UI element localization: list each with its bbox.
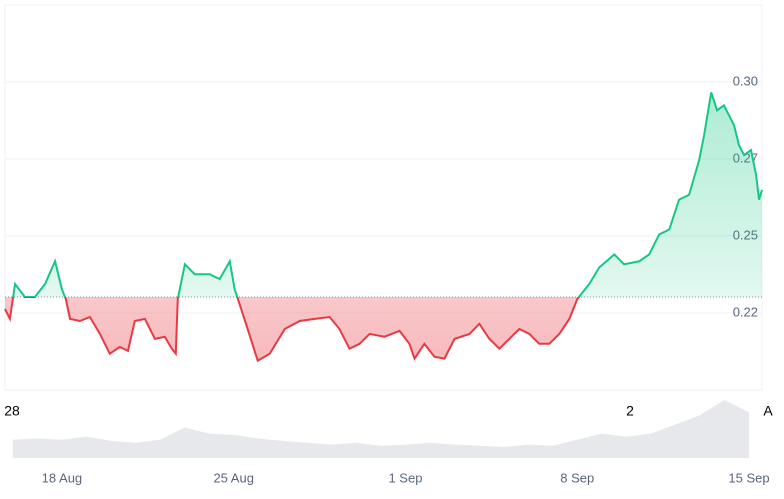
volume-area <box>12 400 749 458</box>
x-tick-label: 8 Sep <box>560 470 594 485</box>
x-tick-label: 15 Sep <box>728 470 769 485</box>
y-tick-label: 0.22 <box>733 304 758 319</box>
line-above <box>12 92 763 297</box>
overlay-label: A <box>763 403 773 419</box>
area-above <box>5 92 762 297</box>
y-tick-label: 0.30 <box>733 73 758 88</box>
x-tick-label: 1 Sep <box>388 470 422 485</box>
overlay-label: 2 <box>626 403 634 419</box>
x-tick-label: 25 Aug <box>213 470 254 485</box>
overlay-label: 28 <box>4 403 20 419</box>
line-below <box>4 296 581 363</box>
x-tick-label: 18 Aug <box>42 470 83 485</box>
area-below <box>5 296 579 361</box>
